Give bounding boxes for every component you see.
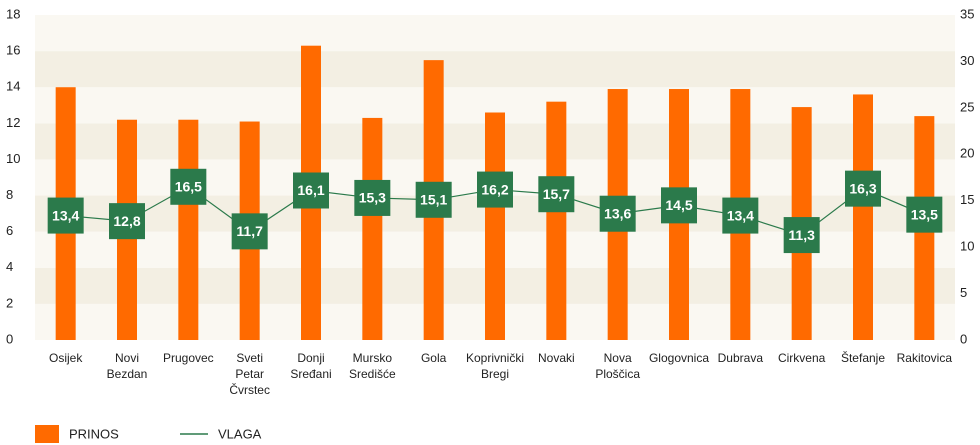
y-tick-label: 18 <box>6 6 20 21</box>
line-marker <box>47 197 84 234</box>
marker: 16,5 <box>170 168 207 205</box>
marker: 13,4 <box>47 197 84 234</box>
line-marker <box>599 195 636 232</box>
line-marker <box>783 217 820 254</box>
x-tick-label: Dubrava <box>717 351 763 365</box>
x-tick-label: Nova Ploščica <box>595 351 640 381</box>
bar <box>362 117 383 341</box>
bar <box>485 112 505 340</box>
line-marker <box>293 172 329 209</box>
data-label: 13,4 <box>52 207 79 223</box>
y-tick-label: 12 <box>6 115 20 130</box>
y-tick-label: 2 <box>6 295 13 310</box>
y-tick-label: 8 <box>6 187 13 202</box>
data-label: 16,5 <box>175 178 202 194</box>
line-marker <box>845 170 881 207</box>
marker: 14,5 <box>661 187 697 224</box>
data-label: 14,5 <box>665 197 692 213</box>
bar <box>546 101 567 341</box>
line-marker <box>415 181 452 218</box>
y2-tick-label: 10 <box>960 239 974 254</box>
line-marker <box>477 171 513 208</box>
y-tick-label: 6 <box>6 223 13 238</box>
x-tick-label: Rakitovica <box>896 351 952 365</box>
x-tick-label: Koprivnički Bregi <box>465 351 525 381</box>
marker: 13,5 <box>906 196 943 233</box>
data-label: 15,3 <box>359 190 386 206</box>
grid-band <box>35 51 955 88</box>
y2-tick-label: 15 <box>960 192 974 207</box>
data-label: 15,1 <box>420 191 447 207</box>
x-tick-label: Glogovnica <box>648 351 710 365</box>
line-marker <box>231 213 268 250</box>
y2-tick-label: 20 <box>960 146 974 161</box>
marker: 15,1 <box>415 181 452 218</box>
line-marker <box>109 203 145 240</box>
marker: 11,3 <box>783 217 820 254</box>
data-label: 16,3 <box>849 180 876 196</box>
line-marker <box>722 197 759 234</box>
x-tick-label: Mursko Središće <box>348 351 396 381</box>
y2-tick-label: 0 <box>960 331 967 346</box>
bar <box>178 119 199 340</box>
marker: 12,8 <box>109 203 145 240</box>
line-marker <box>661 187 697 224</box>
y-tick-label: 10 <box>6 151 20 166</box>
bar <box>853 94 873 340</box>
y-tick-label: 4 <box>6 259 13 274</box>
data-label: 12,8 <box>113 213 140 229</box>
y2-tick-label: 5 <box>960 285 967 300</box>
data-label: 15,7 <box>543 186 570 202</box>
data-label: 11,3 <box>788 227 815 243</box>
x-tick-label: Osijek <box>48 351 83 365</box>
data-label: 16,1 <box>297 182 324 198</box>
x-tick-label: Sveti Petar Čvrstec <box>229 351 270 397</box>
data-label: 11,7 <box>236 223 263 239</box>
marker: 13,6 <box>599 195 636 232</box>
legend-label: VLAGA <box>218 426 262 441</box>
marker: 13,4 <box>722 197 759 234</box>
y-tick-label: 0 <box>6 331 13 346</box>
marker: 16,3 <box>845 170 881 207</box>
grid-band <box>35 15 955 52</box>
x-tick-label: Novi Bezdan <box>106 351 148 381</box>
marker: 15,3 <box>354 179 391 216</box>
line-marker <box>354 179 391 216</box>
line-marker <box>538 176 575 213</box>
y-tick-label: 14 <box>6 79 20 94</box>
y2-tick-label: 25 <box>960 99 974 114</box>
y2-tick-label: 35 <box>960 6 974 21</box>
marker: 16,2 <box>477 171 513 208</box>
data-label: 13,4 <box>727 207 754 223</box>
x-tick-label: Donji Sređani <box>290 351 332 381</box>
x-tick-label: Novaki <box>537 351 575 365</box>
y2-tick-label: 30 <box>960 53 974 68</box>
y-tick-label: 16 <box>6 43 20 58</box>
x-tick-label: Gola <box>420 351 447 365</box>
marker: 16,1 <box>293 172 329 209</box>
x-tick-label: Cirkvena <box>777 351 826 365</box>
legend-label: PRINOS <box>69 426 119 441</box>
marker: 15,7 <box>538 176 575 213</box>
marker: 11,7 <box>231 213 268 250</box>
data-label: 16,2 <box>481 181 508 197</box>
x-tick-label: Prugovec <box>162 351 214 365</box>
data-label: 13,5 <box>911 206 938 222</box>
data-label: 13,6 <box>604 205 631 221</box>
x-tick-label: Štefanje <box>840 351 886 365</box>
line-marker <box>906 196 943 233</box>
line-marker <box>170 168 207 205</box>
legend-swatch <box>35 425 59 443</box>
